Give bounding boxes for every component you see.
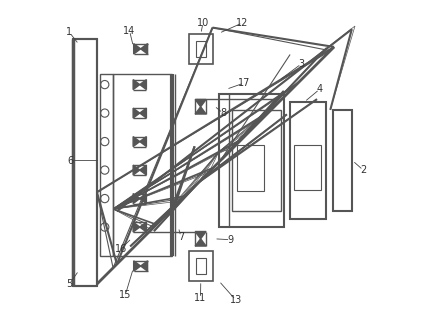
Text: 3: 3: [298, 59, 304, 69]
Text: 1: 1: [66, 27, 72, 37]
Polygon shape: [195, 107, 206, 114]
Polygon shape: [133, 137, 140, 147]
Polygon shape: [140, 137, 147, 147]
Text: 12: 12: [236, 18, 249, 28]
Text: 7: 7: [178, 232, 184, 242]
Bar: [294, 145, 321, 190]
Polygon shape: [134, 261, 141, 271]
Text: 13: 13: [230, 295, 242, 305]
Bar: [237, 145, 264, 191]
Polygon shape: [195, 239, 206, 246]
Bar: [189, 34, 213, 64]
Text: 8: 8: [220, 108, 226, 118]
Polygon shape: [141, 44, 147, 54]
Text: 6: 6: [67, 156, 73, 166]
Polygon shape: [133, 80, 140, 90]
Polygon shape: [140, 194, 147, 204]
Text: 17: 17: [238, 78, 250, 88]
Text: 15: 15: [119, 289, 131, 300]
Text: 11: 11: [194, 293, 206, 303]
Bar: [219, 94, 284, 227]
Bar: [333, 110, 352, 211]
Bar: [189, 251, 213, 281]
Text: 10: 10: [197, 18, 209, 28]
Text: 4: 4: [317, 84, 323, 94]
Polygon shape: [133, 165, 140, 175]
Text: 14: 14: [123, 26, 136, 36]
Polygon shape: [133, 194, 140, 204]
Polygon shape: [141, 261, 147, 271]
Polygon shape: [195, 232, 206, 239]
Bar: [113, 73, 172, 256]
Polygon shape: [133, 222, 140, 232]
Bar: [290, 102, 326, 219]
Text: 9: 9: [227, 235, 234, 245]
Text: 2: 2: [360, 165, 366, 175]
Polygon shape: [195, 100, 206, 107]
Text: 16: 16: [115, 244, 127, 254]
Polygon shape: [140, 222, 147, 232]
Polygon shape: [140, 165, 147, 175]
Polygon shape: [140, 80, 147, 90]
Bar: [73, 39, 97, 286]
Polygon shape: [140, 108, 147, 118]
Bar: [100, 73, 113, 256]
Polygon shape: [133, 108, 140, 118]
Bar: [196, 41, 206, 57]
Bar: [196, 258, 206, 274]
Text: 5: 5: [66, 279, 72, 289]
Polygon shape: [134, 44, 141, 54]
Bar: [232, 110, 281, 211]
